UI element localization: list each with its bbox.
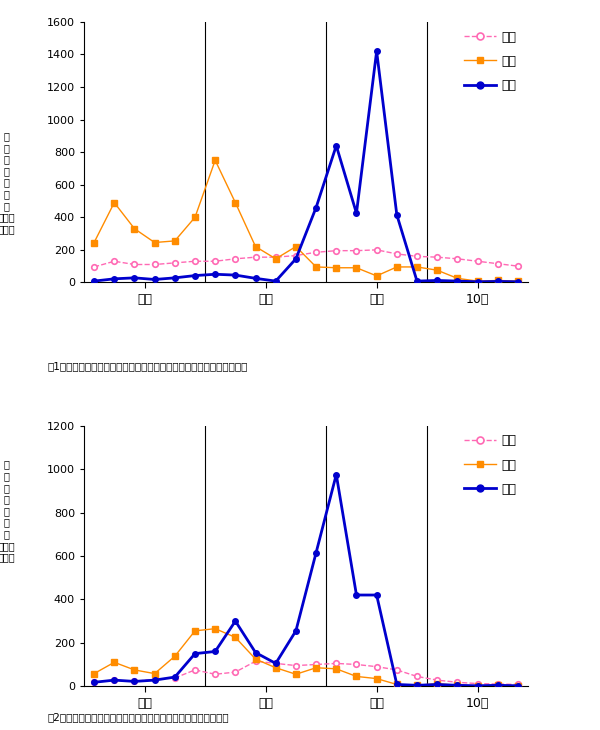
- Text: ５
～
６
日
あ
た
り
誘殺数
（頭）: ５ ～ ６ 日 あ た り 誘殺数 （頭）: [0, 460, 15, 562]
- Legend: 平年, 前年, 本年: 平年, 前年, 本年: [459, 429, 522, 501]
- Text: 図2　紀の川市粉河の予察灯におけるクサギカメムシの誘殺消長: 図2 紀の川市粉河の予察灯におけるクサギカメムシの誘殺消長: [48, 712, 230, 722]
- Text: ５
～
６
日
あ
た
り
誘殺数
（頭）: ５ ～ ６ 日 あ た り 誘殺数 （頭）: [0, 131, 15, 234]
- Text: 図1　紀の川市粉河の予察灯におけるチャバネアオカメムシの誘殺消長: 図1 紀の川市粉河の予察灯におけるチャバネアオカメムシの誘殺消長: [48, 361, 248, 372]
- Legend: 平年, 前年, 本年: 平年, 前年, 本年: [459, 26, 522, 97]
